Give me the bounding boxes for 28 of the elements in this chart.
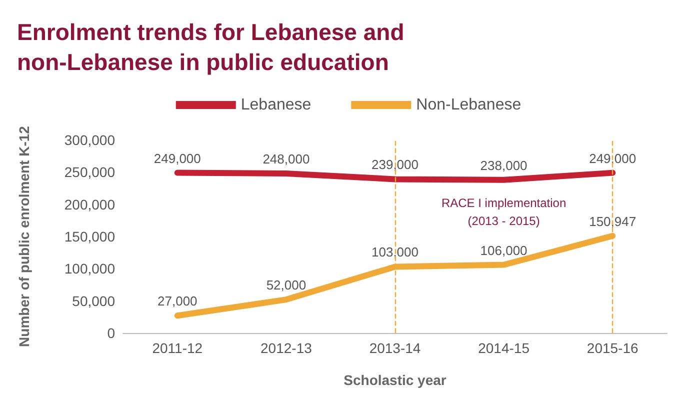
y-tick-label: 300,000	[64, 132, 116, 148]
legend-label: Lebanese	[240, 96, 312, 114]
x-tick-label: 2015-16	[586, 340, 638, 356]
data-label: 106,000	[480, 242, 528, 258]
chart-title: Enrolment trends for Lebanese and non-Lebanese in public education	[17, 19, 404, 75]
y-tick-label: 100,000	[64, 260, 116, 277]
y-tick-label: 50,000	[72, 292, 116, 309]
legend-label: Non-Lebanese	[416, 96, 522, 114]
x-tick-label: 2012-13	[260, 340, 312, 356]
y-axis-title: Number of public enrolment K-12	[16, 126, 32, 347]
y-tick-label: 200,000	[64, 196, 116, 212]
y-tick-label: 150,000	[64, 228, 116, 244]
data-label: 150,947	[589, 214, 636, 229]
y-tick-label: 250,000	[64, 164, 116, 180]
data-label: 27,000	[158, 294, 198, 309]
x-tick-label: 2011-12	[152, 340, 203, 356]
data-label: 238,000	[480, 158, 528, 173]
data-label: 249,000	[589, 150, 636, 166]
data-label: 103,000	[372, 244, 418, 260]
data-label: 249,000	[154, 150, 201, 166]
data-label: 248,000	[262, 151, 310, 166]
y-tick-label: 0	[107, 325, 116, 341]
x-tick-label: 2013-14	[369, 340, 421, 356]
data-label: 52,000	[266, 278, 306, 293]
x-axis-title: Scholastic year	[344, 372, 447, 388]
annotation: RACE I implementation (2013 - 2015)	[441, 196, 566, 228]
data-label: 239,000	[372, 157, 418, 172]
x-tick-label: 2014-15	[478, 340, 530, 356]
